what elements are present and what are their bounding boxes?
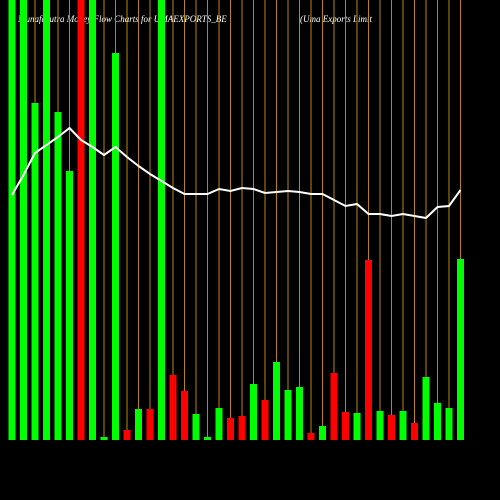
bar [204, 437, 211, 440]
bar [296, 387, 303, 440]
bar [20, 0, 27, 440]
bar [284, 390, 292, 440]
bar [388, 415, 395, 440]
bar [146, 409, 154, 440]
bar [89, 0, 96, 440]
bar [238, 416, 246, 440]
bar [445, 408, 453, 440]
bar [192, 414, 200, 440]
bar [261, 400, 269, 440]
bar [181, 391, 188, 440]
chart-title: Munafasutra Money Flow Charts for UMAEXP… [17, 14, 227, 24]
bar [457, 259, 464, 440]
bar [112, 53, 119, 440]
bar [365, 260, 372, 440]
bar [342, 412, 349, 440]
bar [8, 0, 16, 440]
bar [307, 433, 315, 440]
bar [422, 377, 430, 440]
bar [158, 0, 165, 440]
bar [376, 411, 384, 440]
bar [169, 375, 177, 440]
bar [250, 384, 257, 440]
bar [54, 112, 62, 440]
bar [319, 426, 326, 440]
flow-line [11, 126, 462, 220]
bar [227, 418, 234, 440]
bar [273, 362, 280, 440]
bar [31, 103, 39, 440]
bar [330, 373, 338, 440]
bars [8, 0, 464, 440]
bar [100, 437, 108, 440]
bar [77, 0, 85, 440]
bar [353, 413, 361, 440]
bar [399, 411, 407, 440]
bar [43, 0, 50, 440]
bar [135, 409, 142, 440]
chart-subtitle: (Uma Exports Limit [300, 14, 372, 24]
bar [66, 171, 73, 440]
bar [123, 430, 131, 440]
bar [411, 423, 418, 440]
bar [434, 403, 441, 440]
bar [215, 408, 223, 440]
